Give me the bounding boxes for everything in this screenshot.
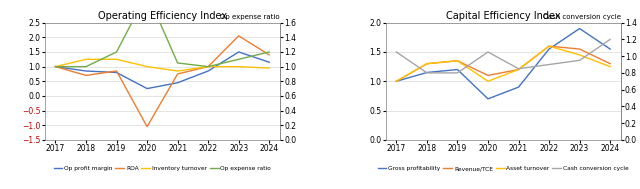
- ROA: [174, 73, 182, 75]
- Title: Operating Efficiency Index: Operating Efficiency Index: [98, 11, 227, 21]
- Line: Gross profitability: Gross profitability: [396, 29, 610, 99]
- Text: Op expense ratio: Op expense ratio: [220, 14, 280, 20]
- Op expense ratio: [204, 66, 212, 68]
- Asset turnover: [392, 80, 400, 82]
- Op profit margin: [82, 70, 90, 72]
- Legend: Op profit margin, ROA, Inventory turnover, Op expense ratio: Op profit margin, ROA, Inventory turnove…: [51, 164, 273, 174]
- Inventory turnover: [52, 66, 60, 68]
- Op expense ratio: [266, 51, 273, 53]
- Op profit margin: [204, 70, 212, 72]
- Inventory turnover: [143, 66, 151, 68]
- Op expense ratio: [174, 62, 182, 64]
- Inventory turnover: [113, 58, 120, 60]
- Cash conversion cycle: [392, 51, 400, 53]
- Revenue/TCE: [392, 80, 400, 82]
- Legend: Gross profitability, Revenue/TCE, Asset turnover, Cash conversion cycle: Gross profitability, Revenue/TCE, Asset …: [376, 164, 631, 174]
- Cash conversion cycle: [454, 72, 461, 74]
- Gross profitability: [484, 98, 492, 100]
- Asset turnover: [606, 66, 614, 68]
- ROA: [266, 54, 273, 56]
- Line: Op expense ratio: Op expense ratio: [56, 0, 269, 67]
- Gross profitability: [545, 48, 553, 50]
- Line: Inventory turnover: Inventory turnover: [56, 59, 269, 71]
- Gross profitability: [576, 27, 584, 30]
- Line: Asset turnover: Asset turnover: [396, 46, 610, 81]
- Inventory turnover: [204, 66, 212, 68]
- ROA: [52, 66, 60, 68]
- Asset turnover: [484, 80, 492, 82]
- Text: Cash conversion cycle: Cash conversion cycle: [543, 14, 621, 20]
- Op profit margin: [266, 61, 273, 63]
- Gross profitability: [606, 48, 614, 50]
- Revenue/TCE: [545, 45, 553, 47]
- Revenue/TCE: [484, 74, 492, 77]
- Gross profitability: [454, 68, 461, 71]
- Cash conversion cycle: [515, 68, 522, 70]
- ROA: [113, 70, 120, 72]
- Asset turnover: [545, 45, 553, 47]
- Cash conversion cycle: [484, 51, 492, 53]
- ROA: [143, 125, 151, 128]
- Line: Cash conversion cycle: Cash conversion cycle: [396, 40, 610, 73]
- Asset turnover: [576, 54, 584, 56]
- Revenue/TCE: [606, 63, 614, 65]
- Revenue/TCE: [576, 48, 584, 50]
- Asset turnover: [454, 60, 461, 62]
- ROA: [82, 74, 90, 77]
- Inventory turnover: [266, 67, 273, 69]
- Title: Capital Efficiency Index: Capital Efficiency Index: [446, 11, 561, 21]
- Op profit margin: [52, 66, 60, 68]
- Gross profitability: [515, 86, 522, 88]
- Cash conversion cycle: [423, 72, 431, 74]
- Inventory turnover: [235, 66, 243, 68]
- Asset turnover: [515, 68, 522, 71]
- Cash conversion cycle: [576, 59, 584, 61]
- Op profit margin: [143, 88, 151, 90]
- Inventory turnover: [82, 58, 90, 60]
- Line: ROA: ROA: [56, 36, 269, 127]
- Gross profitability: [423, 71, 431, 74]
- Line: Op profit margin: Op profit margin: [56, 52, 269, 89]
- ROA: [204, 66, 212, 68]
- Op expense ratio: [82, 66, 90, 68]
- Asset turnover: [423, 63, 431, 65]
- Cash conversion cycle: [606, 38, 614, 41]
- Op profit margin: [174, 82, 182, 84]
- Op profit margin: [235, 51, 243, 53]
- Revenue/TCE: [454, 60, 461, 62]
- Op profit margin: [113, 71, 120, 74]
- ROA: [235, 35, 243, 37]
- Op expense ratio: [113, 51, 120, 53]
- Gross profitability: [392, 80, 400, 82]
- Cash conversion cycle: [545, 63, 553, 66]
- Revenue/TCE: [423, 63, 431, 65]
- Line: Revenue/TCE: Revenue/TCE: [396, 46, 610, 81]
- Revenue/TCE: [515, 68, 522, 71]
- Op expense ratio: [52, 66, 60, 68]
- Op expense ratio: [235, 58, 243, 60]
- Inventory turnover: [174, 70, 182, 72]
